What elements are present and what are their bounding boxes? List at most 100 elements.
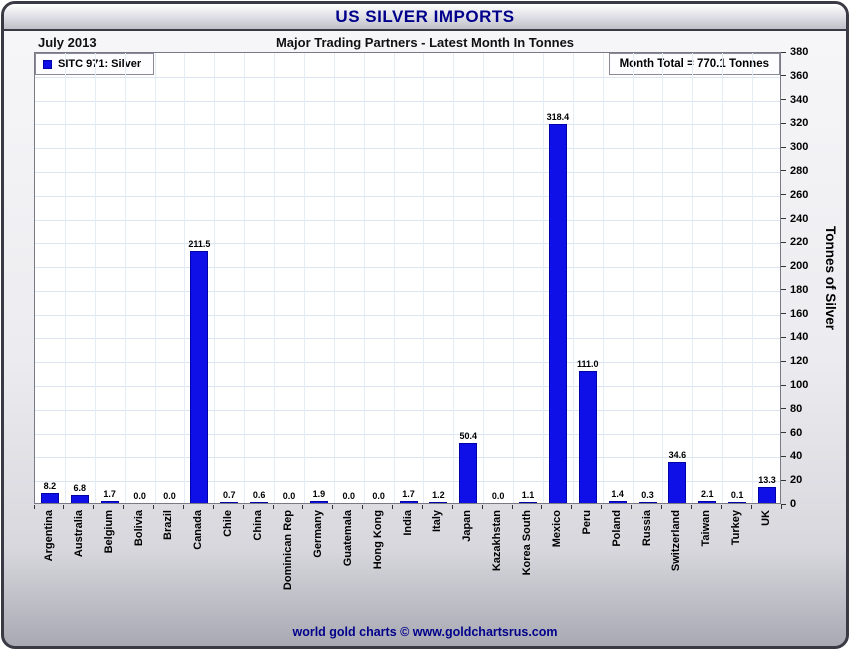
gridline-vertical: [303, 53, 305, 503]
y-tick-mark: [781, 51, 786, 53]
y-tick-mark: [781, 241, 786, 243]
x-axis-label: Korea South: [521, 510, 534, 576]
title-bar: US SILVER IMPORTS: [4, 4, 846, 31]
y-tick-mark: [781, 194, 786, 196]
gridline-vertical: [722, 53, 724, 503]
bar-value-label: 2.1: [701, 488, 714, 499]
bar-value-label: 13.3: [758, 475, 776, 486]
bar: [399, 500, 418, 503]
y-tick-label: 180: [790, 283, 809, 296]
gridline-horizontal: [35, 195, 780, 197]
y-axis-title: Tonnes of Silver: [823, 225, 838, 331]
y-tick-label: 140: [790, 331, 809, 344]
y-tick-label: 100: [790, 379, 809, 392]
bar-value-label: 0.0: [372, 491, 385, 501]
gridline-vertical: [513, 53, 515, 503]
y-tick-mark: [781, 384, 786, 386]
x-axis-label: Belgium: [102, 510, 115, 554]
y-tick-mark: [781, 479, 786, 481]
bar-value-label: 0.6: [252, 490, 266, 500]
gridline-horizontal: [35, 76, 780, 78]
gridline-vertical: [483, 53, 485, 503]
gridline-vertical: [184, 53, 186, 503]
gridline-horizontal: [35, 267, 780, 269]
x-tick-mark: [362, 505, 364, 509]
bar-value-label: 34.6: [668, 449, 687, 460]
gridline-horizontal: [35, 457, 780, 459]
gridline-vertical: [64, 53, 66, 503]
y-tick-label: 0: [790, 498, 797, 510]
gridline-horizontal: [35, 100, 780, 102]
bar: [459, 443, 478, 503]
x-tick-mark: [780, 505, 782, 509]
gridline-vertical: [423, 53, 425, 503]
x-axis-label: Canada: [192, 510, 205, 550]
bar-value-label: 1.7: [402, 488, 415, 499]
bar-value-label: 0.0: [282, 491, 296, 501]
x-axis-label: Brazil: [162, 510, 175, 540]
x-axis-labels: Argentina Australia Belgium Bolivia Brazil Ca…: [34, 508, 781, 613]
x-axis-label: Bolivia: [132, 510, 145, 547]
gridline-horizontal: [35, 124, 780, 126]
footer-credit: world gold charts © www.goldchartsrus.co…: [292, 625, 558, 639]
bar: [698, 500, 717, 503]
bar: [728, 502, 747, 503]
gridline-vertical: [94, 53, 96, 503]
bar-value-label: 1.1: [521, 489, 535, 500]
bar-value-label: 1.4: [611, 489, 624, 500]
x-tick-mark: [750, 505, 752, 509]
bar-value-label: 318.4: [546, 112, 570, 123]
bar-value-label: 1.2: [432, 489, 445, 500]
y-tick-label: 60: [790, 426, 803, 439]
period-label: July 2013: [38, 35, 97, 50]
x-tick-mark: [242, 505, 244, 509]
x-axis-label: Peru: [580, 510, 593, 535]
bar: [250, 502, 269, 503]
bar: [668, 461, 687, 503]
y-tick-label: 120: [790, 355, 809, 368]
x-axis-label: Germany: [311, 510, 324, 558]
legend-marker-icon: [43, 59, 52, 69]
y-tick-label: 380: [790, 46, 809, 58]
y-tick-label: 220: [790, 236, 809, 249]
x-tick-mark: [392, 505, 394, 509]
y-tick-label: 80: [790, 402, 803, 415]
gridline-vertical: [124, 53, 126, 503]
x-tick-mark: [481, 505, 483, 509]
x-axis-label: Turkey: [730, 510, 743, 546]
gridline-horizontal: [35, 171, 780, 173]
x-axis-label: India: [401, 510, 414, 536]
gridline-horizontal: [35, 409, 780, 411]
y-tick-label: 200: [790, 260, 809, 273]
gridline-vertical: [602, 53, 604, 503]
gridline-vertical: [363, 53, 365, 503]
page-title: US SILVER IMPORTS: [335, 6, 515, 26]
y-tick-label: 320: [790, 117, 809, 130]
x-tick-mark: [571, 505, 573, 509]
bar-value-label: 0.0: [133, 491, 146, 501]
y-tick-mark: [781, 455, 786, 457]
gridline-horizontal: [35, 290, 780, 292]
bar-value-label: 0.7: [222, 490, 236, 500]
x-axis-label: China: [252, 510, 265, 541]
x-axis-label: Dominican Rep: [281, 510, 294, 591]
x-tick-mark: [182, 505, 184, 509]
gridline-horizontal: [35, 433, 780, 435]
y-tick-label: 340: [790, 93, 809, 106]
x-tick-mark: [212, 505, 214, 509]
x-axis-label: Kazakhstan: [491, 510, 504, 572]
gridline-vertical: [572, 53, 574, 503]
bar: [220, 502, 239, 503]
y-tick-label: 160: [790, 307, 809, 320]
x-axis-label: Switzerland: [670, 510, 683, 572]
gridline-vertical: [662, 53, 664, 503]
bar-value-label: 111.0: [577, 358, 599, 369]
gridline-horizontal: [35, 386, 780, 388]
x-tick-mark: [123, 505, 125, 509]
gridline-vertical: [393, 53, 395, 503]
y-tick-mark: [781, 218, 786, 220]
bar-value-label: 0.0: [342, 491, 355, 501]
x-tick-mark: [451, 505, 453, 509]
gridline-vertical: [274, 53, 276, 503]
x-tick-mark: [511, 505, 513, 509]
